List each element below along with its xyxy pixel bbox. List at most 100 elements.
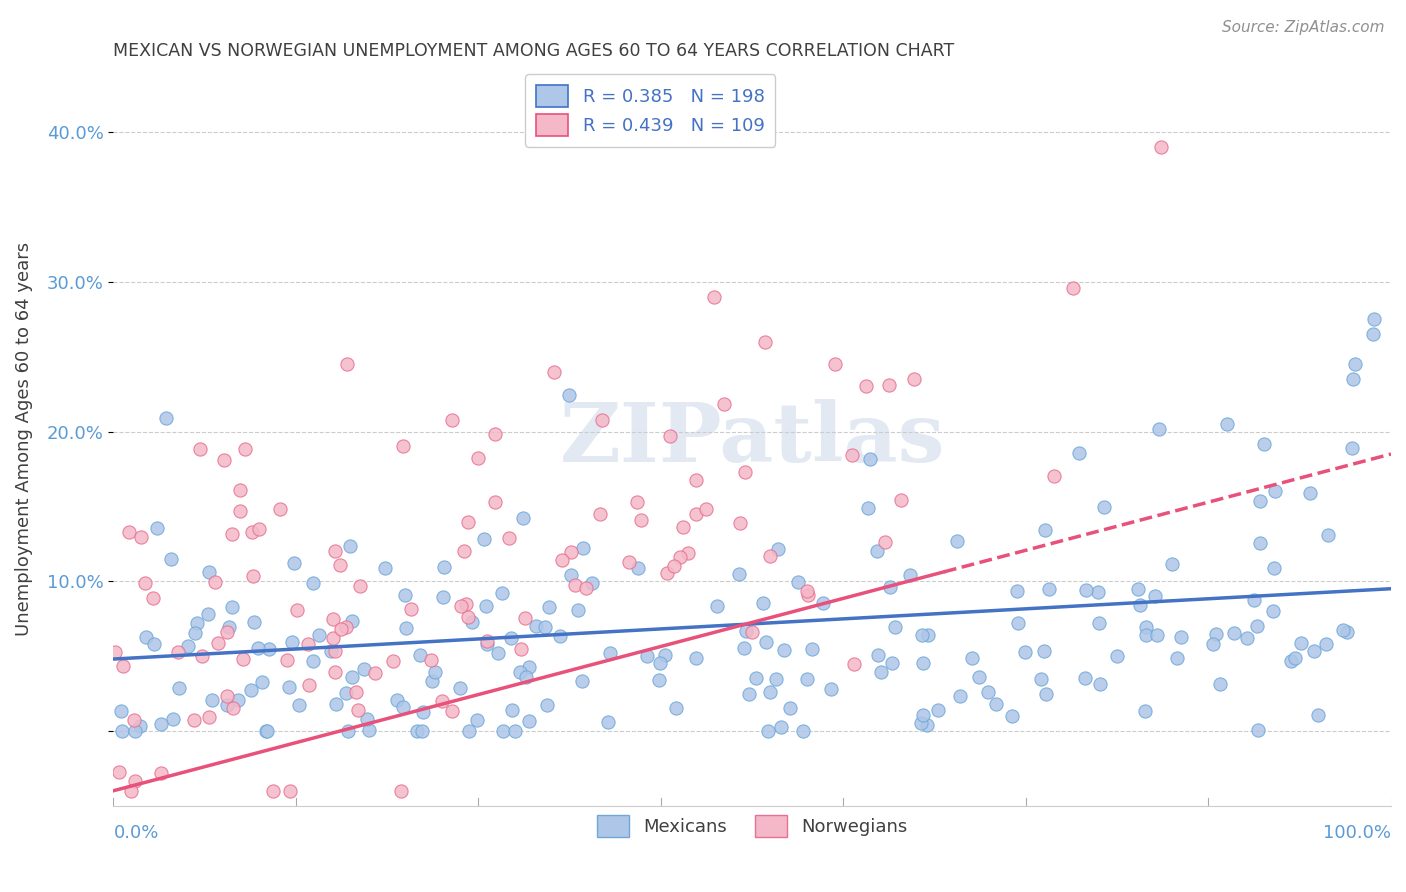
Point [475,634,498,648]
Point [128,718,150,732]
Point [453,543,475,558]
Point [197,566,219,580]
Point [1336,625,1358,640]
Point [911,628,934,642]
Point [738,687,761,701]
Point [949,689,972,703]
Point [124,774,146,789]
Point [1223,625,1246,640]
Point [458,723,481,738]
Point [221,599,243,614]
Point [734,465,756,479]
Point [131,530,153,544]
Point [703,290,725,304]
Point [820,681,842,696]
Point [1289,636,1312,650]
Point [111,659,134,673]
Point [330,623,353,637]
Point [450,599,472,613]
Point [374,561,396,575]
Point [280,783,302,797]
Point [278,680,301,694]
Point [1014,645,1036,659]
Point [1033,523,1056,537]
Point [596,715,619,730]
Point [340,615,363,629]
Point [536,698,558,712]
Point [668,549,690,564]
Point [381,654,404,668]
Point [167,645,190,659]
Point [1129,598,1152,612]
Point [1087,585,1109,599]
Point [1247,723,1270,737]
Point [1243,592,1265,607]
Point [322,612,344,626]
Point [655,566,678,580]
Point [591,413,613,427]
Point [1038,582,1060,597]
Point [986,697,1008,711]
Point [685,507,707,521]
Point [727,566,749,581]
Point [741,624,763,639]
Point [630,513,652,527]
Point [1361,327,1384,342]
Text: 0.0%: 0.0% [114,824,159,842]
Point [420,674,443,689]
Point [695,501,717,516]
Point [877,378,900,392]
Point [1315,637,1337,651]
Point [1074,671,1097,685]
Point [176,639,198,653]
Point [517,714,540,728]
Point [160,552,183,566]
Point [322,631,344,645]
Point [433,559,456,574]
Point [524,619,547,633]
Point [308,628,330,642]
Point [162,712,184,726]
Point [733,640,755,655]
Point [336,723,359,738]
Point [754,334,776,349]
Point [796,673,818,687]
Point [150,766,173,780]
Point [250,674,273,689]
Point [411,723,433,738]
Point [735,624,758,638]
Point [276,653,298,667]
Point [420,653,443,667]
Point [1043,468,1066,483]
Point [779,701,801,715]
Point [515,670,537,684]
Text: 100.0%: 100.0% [1323,824,1391,842]
Point [498,532,520,546]
Point [927,703,949,717]
Point [758,549,780,563]
Point [472,533,495,547]
Point [217,689,239,703]
Point [766,541,789,556]
Point [1253,437,1275,451]
Point [486,646,509,660]
Point [297,637,319,651]
Point [870,665,893,679]
Point [301,575,323,590]
Point [1005,583,1028,598]
Point [599,646,621,660]
Point [484,427,506,442]
Point [1299,486,1322,500]
Point [1246,619,1268,633]
Point [1362,312,1385,326]
Point [744,672,766,686]
Point [1279,654,1302,668]
Point [218,619,240,633]
Point [960,651,983,665]
Point [1205,627,1227,641]
Point [461,615,484,630]
Point [976,685,998,699]
Point [1029,672,1052,686]
Point [347,703,370,717]
Point [713,397,735,411]
